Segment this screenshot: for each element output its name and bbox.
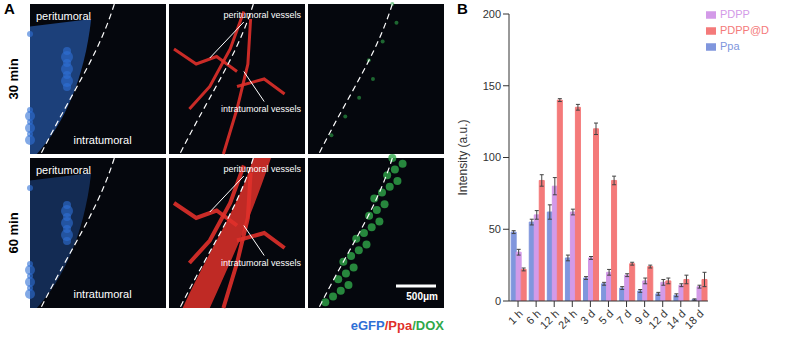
svg-text:1 h: 1 h: [506, 307, 525, 326]
svg-text:12 h: 12 h: [537, 307, 562, 332]
svg-text:9 d: 9 d: [632, 307, 652, 327]
svg-text:Intensity (a.u.): Intensity (a.u.): [456, 119, 470, 195]
svg-text:14 d: 14 d: [664, 307, 688, 332]
html-text:Ppa: Ppa: [719, 40, 740, 52]
svg-text:3 d: 3 d: [578, 307, 597, 326]
svg-text:5 d: 5 d: [596, 307, 615, 326]
svg-text:intratumoral: intratumoral: [74, 134, 132, 146]
svg-text:6 h: 6 h: [523, 307, 544, 327]
svg-text:150: 150: [483, 80, 501, 92]
svg-text:200: 200: [483, 8, 501, 20]
svg-text:eGFP/Ppa/DOX: eGFP/Ppa/DOX: [351, 318, 445, 333]
svg-text:30 min: 30 min: [6, 58, 21, 99]
svg-text:peritumoral vessels: peritumoral vessels: [223, 10, 301, 20]
html-text:B: B: [457, 0, 468, 17]
svg-text:60 min: 60 min: [6, 212, 21, 253]
svg-text:50: 50: [489, 223, 501, 235]
svg-text:0: 0: [495, 295, 501, 307]
html-text:PDPP@D: PDPP@D: [719, 24, 769, 36]
svg-text:intratumoral vessels: intratumoral vessels: [221, 104, 302, 114]
svg-text:7 d: 7 d: [614, 307, 633, 326]
svg-text:A: A: [4, 0, 15, 17]
svg-text:500μm: 500μm: [406, 291, 438, 302]
svg-text:24 h: 24 h: [556, 307, 580, 331]
svg-text:peritumoral vessels: peritumoral vessels: [223, 164, 301, 174]
svg-text:peritumoral: peritumoral: [36, 10, 91, 22]
html-text:PDPP: PDPP: [719, 8, 750, 20]
svg-text:18 d: 18 d: [682, 307, 706, 331]
svg-text:peritumoral: peritumoral: [36, 164, 91, 176]
svg-text:100: 100: [483, 151, 501, 163]
svg-text:intratumoral vessels: intratumoral vessels: [221, 258, 302, 268]
svg-text:intratumoral: intratumoral: [74, 288, 132, 300]
svg-text:12 d: 12 d: [646, 307, 670, 332]
